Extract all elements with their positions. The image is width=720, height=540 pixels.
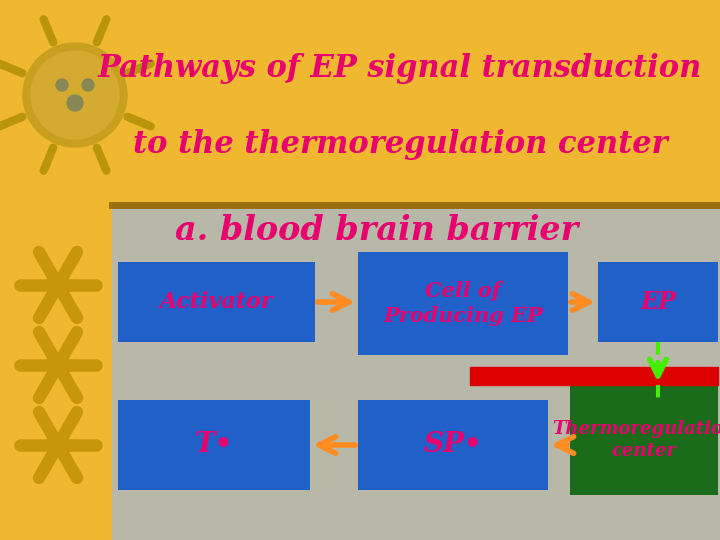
- FancyBboxPatch shape: [358, 400, 548, 490]
- Text: T•: T•: [195, 431, 233, 458]
- Text: SP•: SP•: [423, 431, 482, 458]
- Circle shape: [31, 51, 119, 139]
- Circle shape: [67, 95, 83, 111]
- FancyBboxPatch shape: [598, 262, 718, 342]
- Circle shape: [56, 79, 68, 91]
- Circle shape: [82, 79, 94, 91]
- Bar: [470, 367, 718, 385]
- Text: to the thermoregulation center: to the thermoregulation center: [132, 130, 667, 160]
- Text: Pathways of EP signal transduction: Pathways of EP signal transduction: [98, 52, 702, 84]
- FancyBboxPatch shape: [570, 385, 718, 495]
- Circle shape: [23, 43, 127, 147]
- FancyBboxPatch shape: [118, 400, 310, 490]
- Text: a. blood brain barrier: a. blood brain barrier: [175, 213, 578, 246]
- FancyBboxPatch shape: [118, 262, 315, 342]
- Circle shape: [46, 433, 70, 457]
- Circle shape: [46, 353, 70, 377]
- Text: Thermoregulation
center: Thermoregulation center: [552, 420, 720, 460]
- Bar: [112, 205, 720, 540]
- Text: Cell of
Producing EP: Cell of Producing EP: [383, 281, 543, 326]
- Text: EP: EP: [640, 290, 676, 314]
- FancyBboxPatch shape: [358, 252, 568, 355]
- Text: Activator: Activator: [160, 291, 274, 313]
- Circle shape: [46, 273, 70, 297]
